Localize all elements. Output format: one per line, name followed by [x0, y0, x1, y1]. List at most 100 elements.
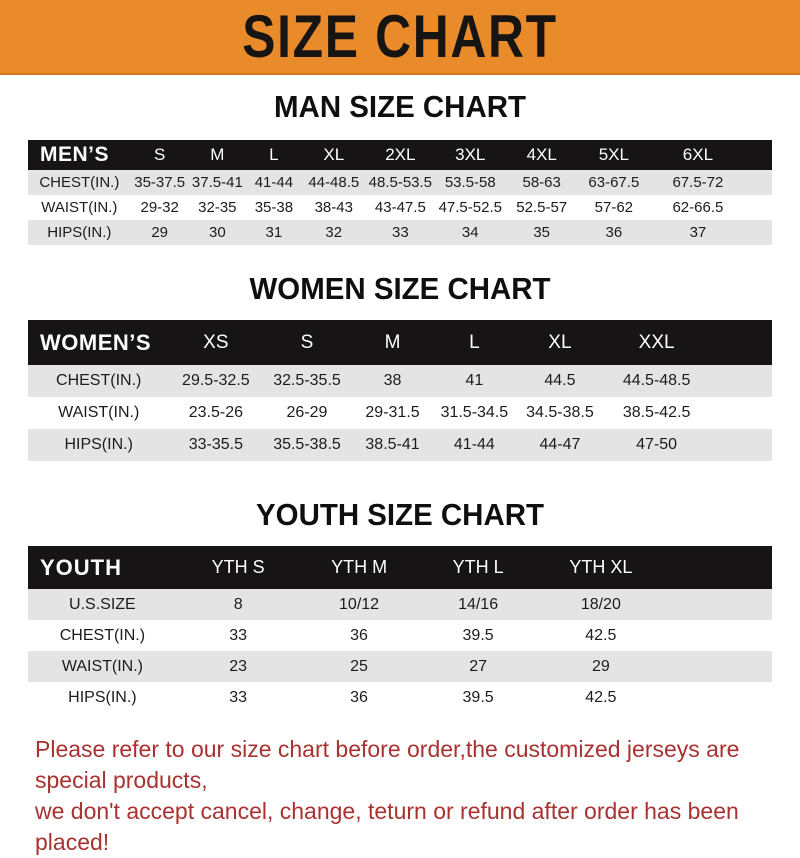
size-value: 44-47	[539, 436, 581, 453]
spacer-cell	[664, 546, 772, 589]
size-column-header: 4XL	[526, 145, 557, 164]
row-label: CHEST(IN.)	[56, 372, 142, 389]
table-header-row: MEN’S S M L XL 2XL 3XL 4XL 5XL 6XL	[28, 140, 772, 170]
man-size-heading: MAN SIZE CHART	[274, 89, 526, 124]
youth-size-section: YOUTH SIZE CHART YOUTH YTH S YTH M YTH L YTH…	[0, 497, 800, 713]
table-label: WOMEN’S	[40, 329, 152, 355]
spacer-cell	[709, 365, 772, 397]
table-row: CHEST(IN.) 29.5-32.5 32.5-35.5 38 41 44.5 44.5…	[28, 365, 772, 397]
size-value: 35-38	[254, 199, 294, 216]
row-label: U.S.SIZE	[69, 595, 136, 613]
size-value: 29	[591, 657, 610, 675]
table-label: MEN’S	[40, 143, 110, 166]
footer-note: Please refer to our size chart before or…	[0, 734, 800, 858]
table-row: HIPS(IN.) 33-35.5 35.5-38.5 38.5-41 41-44 44-…	[28, 429, 772, 461]
size-value: 67.5-72	[672, 174, 724, 191]
size-value: 43-47.5	[374, 199, 426, 216]
size-value: 23	[229, 657, 248, 675]
size-value: 8	[233, 595, 243, 613]
women-size-heading: WOMEN SIZE CHART	[249, 271, 551, 306]
size-value: 39.5	[462, 688, 494, 706]
footer-line-1: Please refer to our size chart before or…	[35, 736, 740, 793]
size-value: 48.5-53.5	[368, 174, 433, 191]
size-column-header: 5XL	[598, 145, 629, 164]
size-value: 38-43	[314, 199, 353, 216]
size-value: 14/16	[458, 595, 499, 613]
size-column-header: 6XL	[682, 145, 714, 164]
size-value: 33	[392, 224, 409, 241]
size-value: 29.5-32.5	[182, 372, 250, 389]
size-column-header: XL	[323, 145, 345, 164]
size-value: 41-44	[453, 436, 495, 453]
size-value: 44-48.5	[308, 174, 360, 191]
size-column-header: YTH S	[211, 557, 265, 577]
size-value: 36	[605, 224, 623, 241]
size-column-header: M	[384, 331, 401, 353]
spacer-cell	[746, 170, 772, 195]
size-value: 31.5-34.5	[440, 404, 509, 421]
size-value: 41	[465, 372, 484, 389]
size-value: 39.5	[462, 626, 494, 644]
women-size-table: WOMEN’S XS S M L XL XXL CHEST(IN.) 29.5-32.5 32.5…	[28, 320, 772, 461]
size-column-header: YTH L	[452, 557, 504, 577]
youth-size-table: YOUTH YTH S YTH M YTH L YTH XL U.S.SIZE 8 10/12…	[28, 546, 772, 713]
size-column-header: XS	[203, 331, 229, 353]
row-label: CHEST(IN.)	[39, 174, 120, 191]
spacer-cell	[746, 195, 772, 220]
size-value: 29	[151, 224, 169, 241]
spacer-cell	[664, 589, 772, 620]
size-value: 29-32	[140, 199, 179, 216]
size-value: 33	[229, 626, 248, 644]
size-value: 36	[350, 688, 368, 706]
table-header-row: YOUTH YTH S YTH M YTH L YTH XL	[28, 546, 772, 589]
row-label: WAIST(IN.)	[61, 657, 143, 675]
man-size-table: MEN’S S M L XL 2XL 3XL 4XL 5XL 6XL CHEST(IN.) 35-37…	[28, 140, 772, 245]
size-value: 35.5-38.5	[273, 436, 341, 453]
size-value: 10/12	[339, 595, 380, 613]
man-size-section: MAN SIZE CHART MEN’S S M L XL 2XL 3XL 4XL 5XL 6XL…	[0, 89, 800, 245]
row-label: HIPS(IN.)	[64, 436, 133, 453]
row-label: WAIST(IN.)	[41, 199, 118, 216]
size-value: 53.5-58	[444, 174, 496, 191]
size-value: 34.5-38.5	[526, 404, 594, 421]
size-column-header: XXL	[638, 331, 675, 353]
row-label: HIPS(IN.)	[68, 688, 137, 706]
spacer-cell	[746, 220, 772, 245]
size-value: 44.5-48.5	[622, 372, 691, 389]
size-column-header: S	[154, 145, 166, 164]
size-value: 31	[265, 224, 283, 241]
table-row: HIPS(IN.) 33 36 39.5 42.5	[28, 682, 772, 713]
spacer-cell	[664, 620, 772, 651]
table-row: HIPS(IN.) 29 30 31 32 33 34 35 36 37	[28, 220, 772, 245]
size-value: 23.5-26	[188, 404, 243, 421]
size-column-header: S	[300, 331, 314, 353]
size-value: 47.5-52.5	[438, 199, 502, 216]
size-column-header: 2XL	[385, 145, 416, 164]
size-value: 27	[469, 657, 487, 675]
size-value: 41-44	[254, 174, 294, 191]
size-value: 38.5-41	[365, 436, 420, 453]
spacer-cell	[709, 397, 772, 429]
size-value: 63-67.5	[588, 174, 640, 191]
size-column-header: XL	[548, 331, 572, 353]
table-row: CHEST(IN.) 33 36 39.5 42.5	[28, 620, 772, 651]
size-value: 32.5-35.5	[273, 372, 341, 389]
size-value: 38.5-42.5	[622, 404, 691, 421]
size-value: 37.5-41	[191, 174, 243, 191]
size-value: 26-29	[286, 404, 328, 421]
size-column-header: M	[210, 145, 225, 164]
size-column-header: YTH M	[331, 557, 388, 577]
spacer-cell	[746, 140, 772, 170]
spacer-cell	[709, 429, 772, 461]
size-value: 47-50	[636, 436, 678, 453]
size-value: 30	[209, 224, 226, 241]
size-value: 32	[325, 224, 343, 241]
table-row: U.S.SIZE 8 10/12 14/16 18/20	[28, 589, 772, 620]
size-column-header: 3XL	[455, 145, 486, 164]
size-value: 18/20	[580, 595, 621, 613]
table-header-row: WOMEN’S XS S M L XL XXL	[28, 320, 772, 365]
spacer-cell	[664, 682, 772, 713]
size-value: 62-66.5	[672, 199, 724, 216]
size-value: 58-63	[522, 174, 561, 191]
